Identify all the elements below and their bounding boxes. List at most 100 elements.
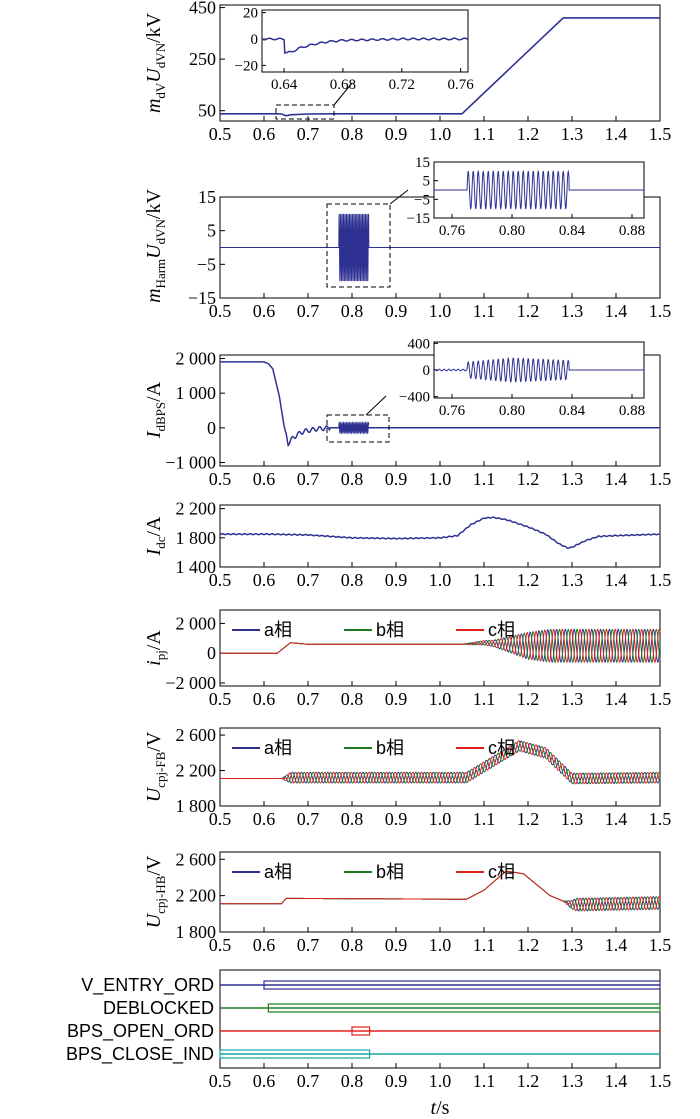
x-tick-label: 1.1 <box>473 570 496 590</box>
x-tick-label: 0.9 <box>385 301 408 321</box>
y-tick-label: 1 800 <box>176 796 217 816</box>
x-tick-label: 0.9 <box>385 809 408 829</box>
x-tick-label: 0.6 <box>253 301 276 321</box>
x-tick-label: 1.4 <box>605 301 628 321</box>
x-tick-label: 1.0 <box>429 809 452 829</box>
x-tick-label: 0.8 <box>341 570 364 590</box>
x-tick-label: 1.0 <box>429 469 452 489</box>
y-tick-label: −1 000 <box>165 453 216 473</box>
x-tick-label: 1.2 <box>517 1071 540 1091</box>
x-tick-label: 1.1 <box>473 469 496 489</box>
x-tick-label: 1.5 <box>649 1071 672 1091</box>
panel-mdv: 50 250 450 0.5 0.6 0.7 0.8 0.9 1.0 1.1 1.2 1.3 1.4 1… <box>143 0 671 144</box>
x-tick-label: 0.7 <box>297 301 320 321</box>
x-tick-label: 1.5 <box>649 935 672 955</box>
x-tick-label: 1.5 <box>649 809 672 829</box>
zoom-box <box>275 104 335 120</box>
x-tick-label: 1.2 <box>517 301 540 321</box>
x-tick-label: 0.5 <box>209 689 232 709</box>
legend-label: c相 <box>488 738 515 758</box>
legend-label: b相 <box>376 862 404 882</box>
x-tick-label: 0.5 <box>209 301 232 321</box>
y-tick-label: −2 000 <box>165 673 216 693</box>
x-tick-label: 1.3 <box>561 469 584 489</box>
inset-x-tick-label: 0.80 <box>499 223 525 239</box>
y-tick-label: 250 <box>189 49 216 69</box>
panel-digital: 0.5 0.6 0.7 0.8 0.9 1.0 1.1 1.2 1.3 1.4 1.5 V_ENTR… <box>66 969 672 1119</box>
inset-y-tick-label: −400 <box>399 390 430 406</box>
x-tick-label: 0.6 <box>253 124 276 144</box>
x-tick-label: 1.2 <box>517 809 540 829</box>
x-tick-label: 1.4 <box>605 469 628 489</box>
y-axis-label: Idc/A <box>143 516 168 557</box>
signal-label: V_ENTRY_ORD <box>81 975 214 996</box>
y-tick-label: 2 200 <box>176 499 217 519</box>
x-tick-label: 0.5 <box>209 935 232 955</box>
signal-high-level <box>263 980 661 990</box>
zoom-box <box>326 414 390 443</box>
inset-x-tick-label: 0.84 <box>559 223 586 239</box>
x-tick-label: 1.5 <box>649 124 672 144</box>
panel-mharm: 15 5 −5 −15 0.5 0.6 0.7 0.8 0.9 1.0 1.1 1.2 1.3 1.4 1… <box>143 155 671 321</box>
x-tick-label: 1.4 <box>605 809 628 829</box>
inset-frame <box>261 9 469 73</box>
x-tick-label: 0.8 <box>341 124 364 144</box>
y-tick-label: 0 <box>207 643 216 663</box>
y-axis-label: Ucpj-HB/V <box>143 855 168 928</box>
inset-x-tick-label: 0.88 <box>619 223 645 239</box>
x-tick-label: 1.3 <box>561 935 584 955</box>
x-tick-label: 1.0 <box>429 689 452 709</box>
inset-y-tick-label: 20 <box>243 6 258 22</box>
x-tick-label: 0.5 <box>209 570 232 590</box>
legend: a相 b相 c相 <box>232 862 515 882</box>
phase-c-line <box>220 628 661 663</box>
x-tick-label: 0.5 <box>209 1071 232 1091</box>
phase-c-line <box>220 870 661 912</box>
x-tick-label: 1.5 <box>649 689 672 709</box>
x-tick-label: 0.7 <box>297 809 320 829</box>
y-axis-label: IdBPS/A <box>143 381 168 439</box>
zoom-pointer <box>389 189 409 205</box>
x-tick-label: 1.4 <box>605 689 628 709</box>
x-axis-label: t/s <box>431 1097 450 1119</box>
x-tick-label: 1.0 <box>429 570 452 590</box>
y-tick-label: 2 600 <box>176 725 217 745</box>
inset-x-tick-label: 0.72 <box>389 77 415 93</box>
inset-x-tick-label: 0.88 <box>619 403 645 419</box>
y-axis-label: mHarmUdVN/kV <box>143 189 168 303</box>
x-tick-label: 0.8 <box>341 469 364 489</box>
x-tick-label: 0.9 <box>385 469 408 489</box>
x-tick-label: 0.6 <box>253 689 276 709</box>
phase-b-line <box>220 741 661 785</box>
y-tick-label: 2 600 <box>176 849 217 869</box>
x-tick-label: 0.7 <box>297 935 320 955</box>
legend-label: a相 <box>264 620 292 640</box>
x-tick-label: 0.9 <box>385 689 408 709</box>
x-tick-label: 1.2 <box>517 689 540 709</box>
y-tick-label: −15 <box>188 288 216 308</box>
legend-label: b相 <box>376 620 404 640</box>
x-tick-label: 1.5 <box>649 469 672 489</box>
x-tick-label: 1.3 <box>561 570 584 590</box>
x-tick-label: 0.9 <box>385 124 408 144</box>
inset-series-line <box>434 169 644 211</box>
legend-label: c相 <box>488 620 515 640</box>
legend-label: a相 <box>264 862 292 882</box>
inset: 0.64 0.68 0.72 0.76 20 0 −20 <box>235 6 475 93</box>
inset: 0.76 0.80 0.84 0.88 400 0 −400 <box>399 336 645 419</box>
ylab-main: m <box>143 99 165 113</box>
phase-a-line <box>220 740 661 785</box>
x-tick-label: 0.6 <box>253 1071 276 1091</box>
y-tick-label: 2 200 <box>176 761 217 781</box>
signal-high-level <box>219 1049 371 1059</box>
inset-y-tick-label: −5 <box>414 192 430 208</box>
inset-y-tick-label: −15 <box>407 211 430 227</box>
x-tick-label: 1.1 <box>473 301 496 321</box>
plot-frame <box>219 504 661 568</box>
x-tick-label: 1.2 <box>517 469 540 489</box>
x-tick-label: 1.3 <box>561 809 584 829</box>
x-tick-label: 0.8 <box>341 809 364 829</box>
legend-label: b相 <box>376 738 404 758</box>
x-tick-label: 1.4 <box>605 935 628 955</box>
x-tick-label: 0.8 <box>341 301 364 321</box>
